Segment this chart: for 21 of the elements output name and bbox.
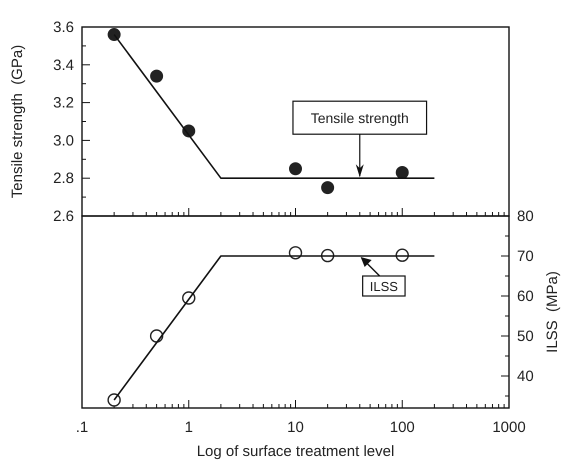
y-axis-title: Tensile strength (GPa) [9, 44, 26, 198]
y2-tick-label: 40 [517, 368, 534, 385]
y2-tick-label: 70 [517, 248, 534, 265]
y-tick-label: 3.2 [53, 94, 74, 112]
y-tick-label: 3.4 [53, 56, 74, 74]
x-tick-label: 1 [184, 419, 193, 436]
y-tick-label: 2.8 [53, 170, 74, 188]
y-tick-label: 2.6 [53, 208, 74, 225]
y2-tick-label: 50 [517, 328, 534, 345]
annotation: Tensile strength [310, 110, 409, 126]
x-tick-label: 100 [390, 419, 415, 436]
y2-tick-label: 60 [517, 288, 534, 305]
x-axis-title: Log of surface treatment level [196, 443, 394, 460]
y2-axis-title: ILSS (MPa) [544, 271, 561, 353]
x-tick-label: 10 [287, 419, 304, 436]
annotation: ILSS [370, 279, 398, 294]
x-tick-label: 1000 [492, 419, 526, 436]
y-tick-label: 3.6 [53, 19, 74, 36]
y-tick-label: 3.0 [53, 132, 74, 150]
y2-tick-label: 80 [517, 208, 534, 225]
x-tick-label: .1 [76, 419, 88, 436]
